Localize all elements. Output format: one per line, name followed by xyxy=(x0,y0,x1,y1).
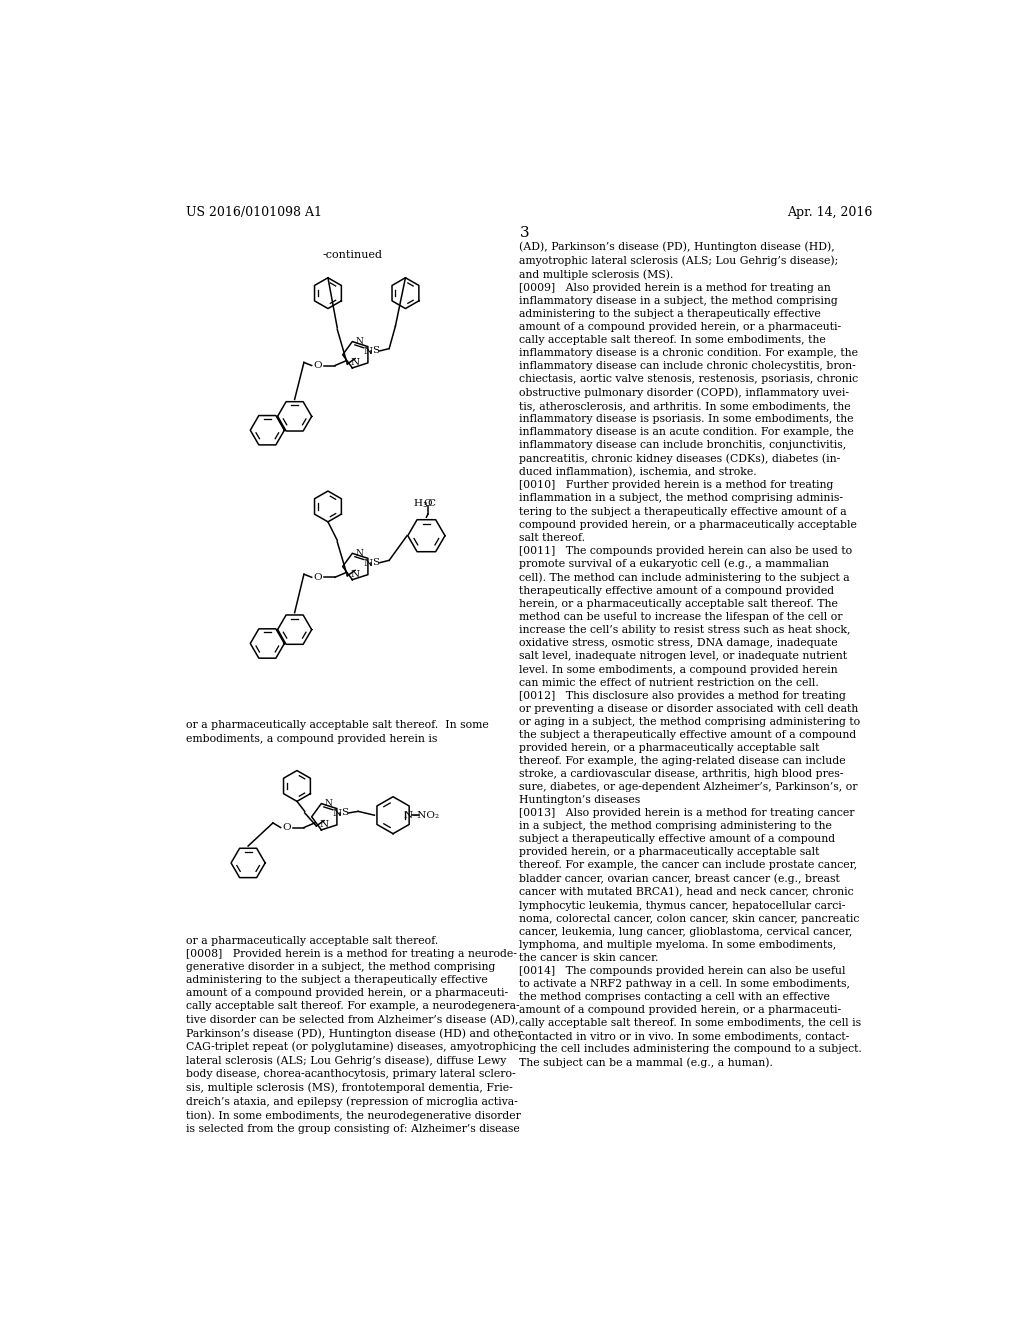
Text: Apr. 14, 2016: Apr. 14, 2016 xyxy=(786,206,872,219)
Text: or a pharmaceutically acceptable salt thereof.
[0008]   Provided herein is a met: or a pharmaceutically acceptable salt th… xyxy=(186,936,522,1134)
Text: N: N xyxy=(355,337,364,346)
Text: US 2016/0101098 A1: US 2016/0101098 A1 xyxy=(186,206,323,219)
Text: O: O xyxy=(313,573,323,582)
Text: S: S xyxy=(341,808,348,817)
Text: N: N xyxy=(350,358,359,367)
Text: N: N xyxy=(364,347,373,356)
Text: or a pharmaceutically acceptable salt thereof.  In some
embodiments, a compound : or a pharmaceutically acceptable salt th… xyxy=(186,721,488,743)
Text: N: N xyxy=(355,549,364,558)
Text: (AD), Parkinson’s disease (PD), Huntington disease (HD),
amyotrophic lateral scl: (AD), Parkinson’s disease (PD), Huntingt… xyxy=(519,242,862,1068)
Text: N: N xyxy=(364,558,373,568)
Text: N: N xyxy=(325,799,333,808)
Text: –NO₂: –NO₂ xyxy=(413,810,440,820)
Text: S: S xyxy=(372,346,379,355)
Text: O: O xyxy=(313,362,323,370)
Text: O: O xyxy=(424,499,432,508)
Text: N: N xyxy=(319,820,329,829)
Text: H$_3$C: H$_3$C xyxy=(414,496,436,510)
Text: -continued: -continued xyxy=(323,249,383,260)
Text: N: N xyxy=(333,809,342,818)
Text: O: O xyxy=(283,824,291,832)
Text: N: N xyxy=(404,810,413,820)
Text: 3: 3 xyxy=(520,226,529,240)
Text: N: N xyxy=(350,570,359,578)
Text: S: S xyxy=(372,558,379,568)
